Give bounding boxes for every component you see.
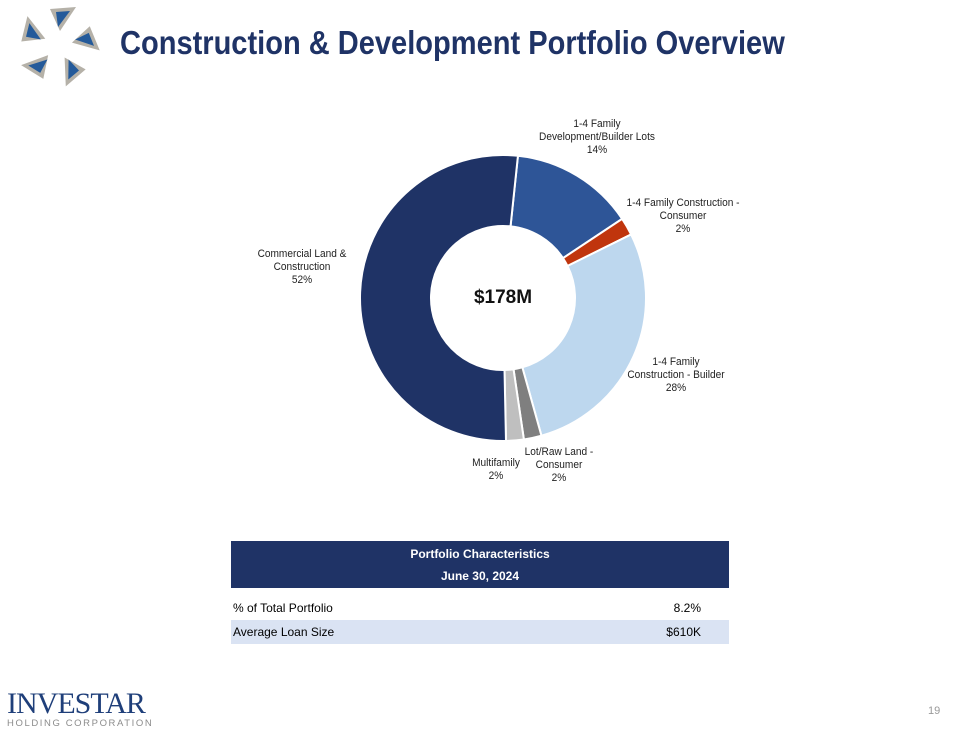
- table-row: % of Total Portfolio 8.2%: [231, 596, 729, 620]
- slice-label-line: Commercial Land &: [257, 248, 347, 260]
- slice-label-line: 14%: [586, 144, 608, 156]
- slice-label-line: 2%: [488, 470, 504, 482]
- table-header: Portfolio Characteristics June 30, 2024: [231, 541, 729, 588]
- slice-label-line: Construction: [273, 261, 331, 273]
- header-date: June 30, 2024: [440, 569, 520, 583]
- portfolio-table: Portfolio Characteristics June 30, 2024 …: [231, 541, 729, 644]
- slice-label-line: 1-4 Family Construction -: [626, 197, 740, 209]
- row-label: Average Loan Size: [233, 625, 335, 639]
- slice-label-line: Consumer: [535, 459, 583, 471]
- donut-slice: [521, 233, 647, 437]
- logo-subtitle: HOLDING CORPORATION: [7, 718, 154, 729]
- slice-label-line: Consumer: [659, 210, 707, 222]
- row-label: % of Total Portfolio: [233, 601, 333, 615]
- page-number: 19: [928, 705, 941, 717]
- slice-label-line: Multifamily: [472, 457, 520, 469]
- slice-label: Multifamily 2%: [427, 457, 565, 483]
- slice-label: Commercial Land & Construction 52%: [233, 248, 371, 287]
- logo-name: INVESTAR: [7, 687, 146, 720]
- row-value: $610K: [666, 625, 701, 639]
- header-title: Portfolio Characteristics: [410, 547, 550, 561]
- slice-label: Lot/Raw Land - Consumer 2%: [490, 446, 628, 485]
- slice-label-line: Lot/Raw Land -: [524, 446, 594, 458]
- slice-label: 1-4 Family Construction - Builder 28%: [607, 356, 745, 395]
- slice-label: 1-4 Family Construction - Consumer 2%: [614, 197, 752, 236]
- investar-logo: INVESTAR HOLDING CORPORATION: [7, 687, 154, 730]
- center-label: $178M: [473, 287, 533, 308]
- slice-label-line: 1-4 Family: [652, 356, 700, 368]
- slice-label-line: 2%: [551, 472, 567, 484]
- slice-label-line: 52%: [291, 274, 313, 286]
- row-value: 8.2%: [673, 601, 701, 615]
- page-title: Construction & Development Portfolio Ove…: [120, 24, 785, 61]
- table-row: Average Loan Size $610K: [231, 620, 729, 644]
- donut-slice: [359, 154, 520, 442]
- slice-label-line: Development/Builder Lots: [539, 131, 655, 143]
- slice-label-line: 2%: [675, 223, 691, 235]
- investar-star-logo: [19, 7, 100, 87]
- slice-label-line: 1-4 Family: [573, 118, 621, 130]
- slice-label-line: Construction - Builder: [627, 369, 725, 381]
- slice-label: 1-4 Family Development/Builder Lots 14%: [528, 118, 666, 157]
- slice-label-line: 28%: [665, 382, 687, 394]
